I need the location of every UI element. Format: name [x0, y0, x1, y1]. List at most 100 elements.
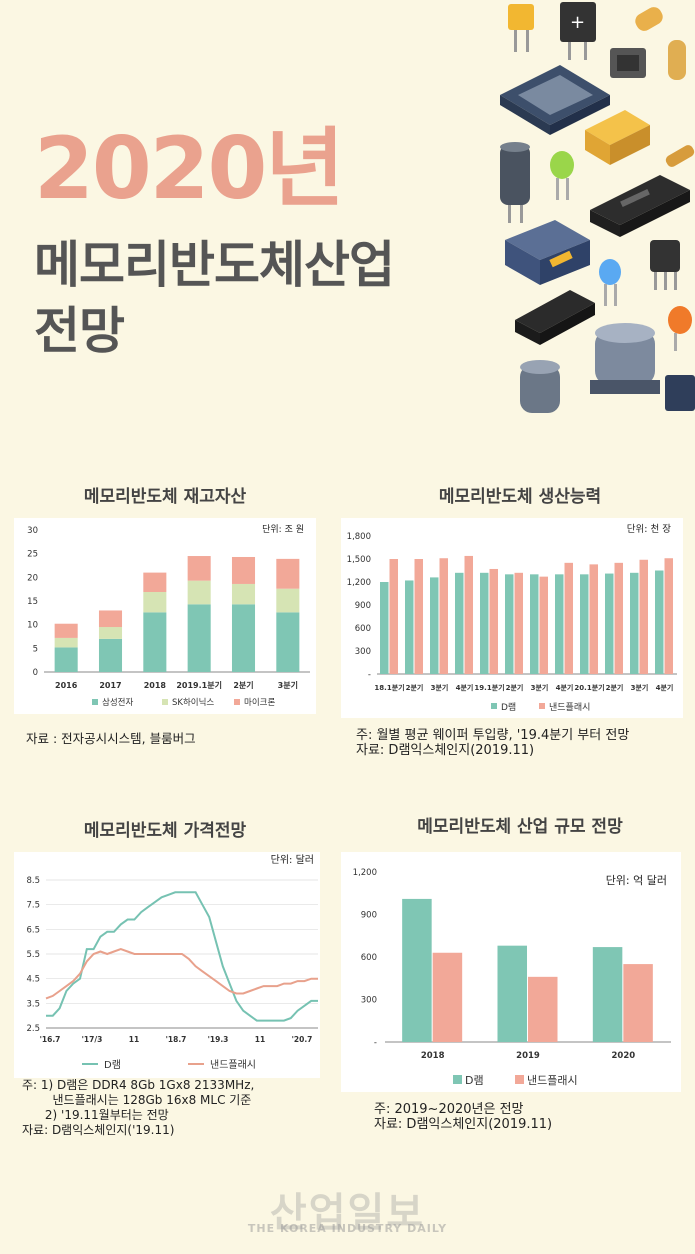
chart3-note: 주: 1) D램은 DDR4 8Gb 1Gx8 2133MHz, 낸드플래시는 … [22, 1078, 255, 1137]
x-tick-label: 11 [129, 1035, 139, 1044]
x-tick-label: 4분기 [656, 683, 674, 692]
bar-낸드플래시 [514, 572, 523, 674]
bar-삼성전자 [98, 638, 123, 672]
bar-SK하이닉스 [143, 592, 167, 613]
legend-swatch [453, 1075, 462, 1084]
chart1-svg: 0 5 10 15 20 25 30 단위: 조 원 2016 2017 2018 2019.1분기 2… [27, 524, 310, 708]
bar-낸드플래시 [432, 952, 463, 1042]
x-tick-label: 2분기 [406, 683, 424, 692]
y-tick-label: 3.5 [26, 999, 40, 1009]
dip-ic-icon [515, 290, 595, 345]
legend-swatch [234, 699, 240, 705]
chart1-note: 자료 : 전자공시시스템, 블룸버그 [26, 731, 196, 746]
bar-낸드플래시 [614, 562, 623, 674]
chip-icon [500, 65, 610, 135]
chart1-title: 메모리반도체 재고자산 [83, 487, 247, 507]
y-tick-label: 1,800 [347, 532, 371, 542]
x-tick-label: 3분기 [631, 683, 649, 692]
components-illustration: + [500, 2, 695, 413]
y-tick-label: 2.5 [26, 1024, 40, 1034]
x-tick-label: '16.7 [40, 1035, 61, 1044]
y-tick-label: 4.5 [26, 975, 40, 985]
bar-D램 [530, 574, 539, 674]
x-tick-label: 2분기 [506, 683, 524, 692]
x-tick-label: 2분기 [606, 683, 624, 692]
chart2-note: 주: 월별 평균 웨이퍼 투입량, '19.4분기 부터 전망 자료: D램익스… [356, 728, 630, 758]
legend-label: 삼성전자 [102, 697, 133, 708]
y-tick-label: 5.5 [26, 950, 40, 960]
y-tick-label: 600 [355, 624, 371, 634]
line-낸드플래시 [45, 948, 318, 1000]
bar-D램 [455, 572, 464, 674]
y-tick-label: 900 [361, 911, 377, 921]
capacitor-orange-icon [585, 110, 650, 165]
chart3-svg: 2.5 3.5 4.5 5.5 6.5 7.5 8.5 단위: 달러 '16.7 '17/3 11 '… [26, 853, 318, 1071]
x-tick-label: 18.1분기 [374, 683, 404, 692]
x-tick-label: '17/3 [82, 1035, 103, 1044]
electrolytic-capacitor-icon [500, 142, 530, 223]
x-tick-label: 2016 [55, 681, 78, 690]
chart4-svg: - 300 600 900 1,200 단위: 억 달러 2018 2019 2020 D램 낸드플… [353, 868, 671, 1087]
bar-마이크론 [98, 610, 123, 628]
bar-D램 [505, 574, 514, 674]
bar-낸드플래시 [489, 568, 498, 674]
bar-D램 [402, 898, 432, 1042]
legend-label: 낸드플래시 [549, 702, 590, 713]
bar-D램 [592, 947, 623, 1042]
svg-text:+: + [570, 12, 585, 33]
year-title: 2020년 [34, 119, 344, 219]
fuse-icon [665, 145, 695, 167]
y-tick-label: 30 [27, 526, 38, 536]
bar-D램 [580, 574, 589, 674]
capacitor-grey-icon [520, 360, 560, 413]
bar-낸드플래시 [564, 562, 573, 674]
y-tick-label: 0 [33, 668, 38, 678]
chart4-note: 주: 2019~2020년은 전망 자료: D램익스체인지(2019.11) [374, 1102, 553, 1132]
bar-D램 [380, 582, 389, 674]
x-tick-label: '18.7 [166, 1035, 187, 1044]
x-tick-label: 2019 [516, 1051, 540, 1061]
x-tick-label: '20.7 [292, 1035, 313, 1044]
legend-label: SK하이닉스 [172, 697, 214, 708]
legend-label: D램 [104, 1059, 121, 1071]
y-tick-label: 1,500 [347, 555, 371, 565]
chart1-unit: 단위: 조 원 [262, 524, 304, 535]
x-tick-label: 19.1분기 [474, 683, 504, 692]
legend-swatch [539, 703, 545, 709]
bar-낸드플래시 [623, 964, 653, 1042]
chart2-title: 메모리반도체 생산능력 [438, 487, 602, 507]
x-tick-label: 4분기 [456, 683, 474, 692]
bar-삼성전자 [231, 604, 256, 672]
x-tick-label: 3분기 [431, 683, 449, 692]
bar-마이크론 [54, 623, 78, 638]
x-tick-label: 3분기 [531, 683, 549, 692]
y-tick-label: 15 [27, 597, 38, 607]
bar-D램 [405, 580, 414, 674]
x-tick-label: 2019.1분기 [176, 680, 222, 690]
x-tick-label: 2020 [611, 1051, 635, 1061]
legend-label: 마이크론 [244, 697, 275, 708]
bar-낸드플래시 [414, 559, 423, 674]
bar-D램 [605, 573, 614, 674]
x-tick-label: 2018 [144, 681, 167, 690]
bar-SK하이닉스 [98, 627, 123, 639]
chart3-unit: 단위: 달러 [271, 853, 314, 866]
x-tick-label: 2분기 [233, 680, 253, 690]
bar-SK하이닉스 [276, 588, 300, 613]
connector-icon [505, 220, 590, 285]
chart4-panel: - 300 600 900 1,200 단위: 억 달러 2018 2019 2020 D램 낸드플… [341, 852, 681, 1092]
chart4-unit: 단위: 억 달러 [606, 874, 667, 887]
bar-마이크론 [143, 572, 167, 593]
legend-label: D램 [465, 1074, 484, 1087]
legend-swatch [162, 699, 168, 705]
legend-swatch [92, 699, 98, 705]
y-tick-label: 300 [355, 647, 371, 657]
capacitor-yellow-icon [508, 4, 534, 52]
legend-label: 낸드플래시 [210, 1059, 256, 1071]
logo-watermark: 산업일보 [269, 1190, 426, 1236]
crystal-oscillator-icon [590, 323, 660, 394]
y-tick-label: 300 [361, 996, 377, 1006]
legend-label: D램 [501, 701, 516, 713]
y-tick-label: - [368, 670, 371, 680]
main-title-line1: 메모리반도체산업 [34, 236, 395, 294]
